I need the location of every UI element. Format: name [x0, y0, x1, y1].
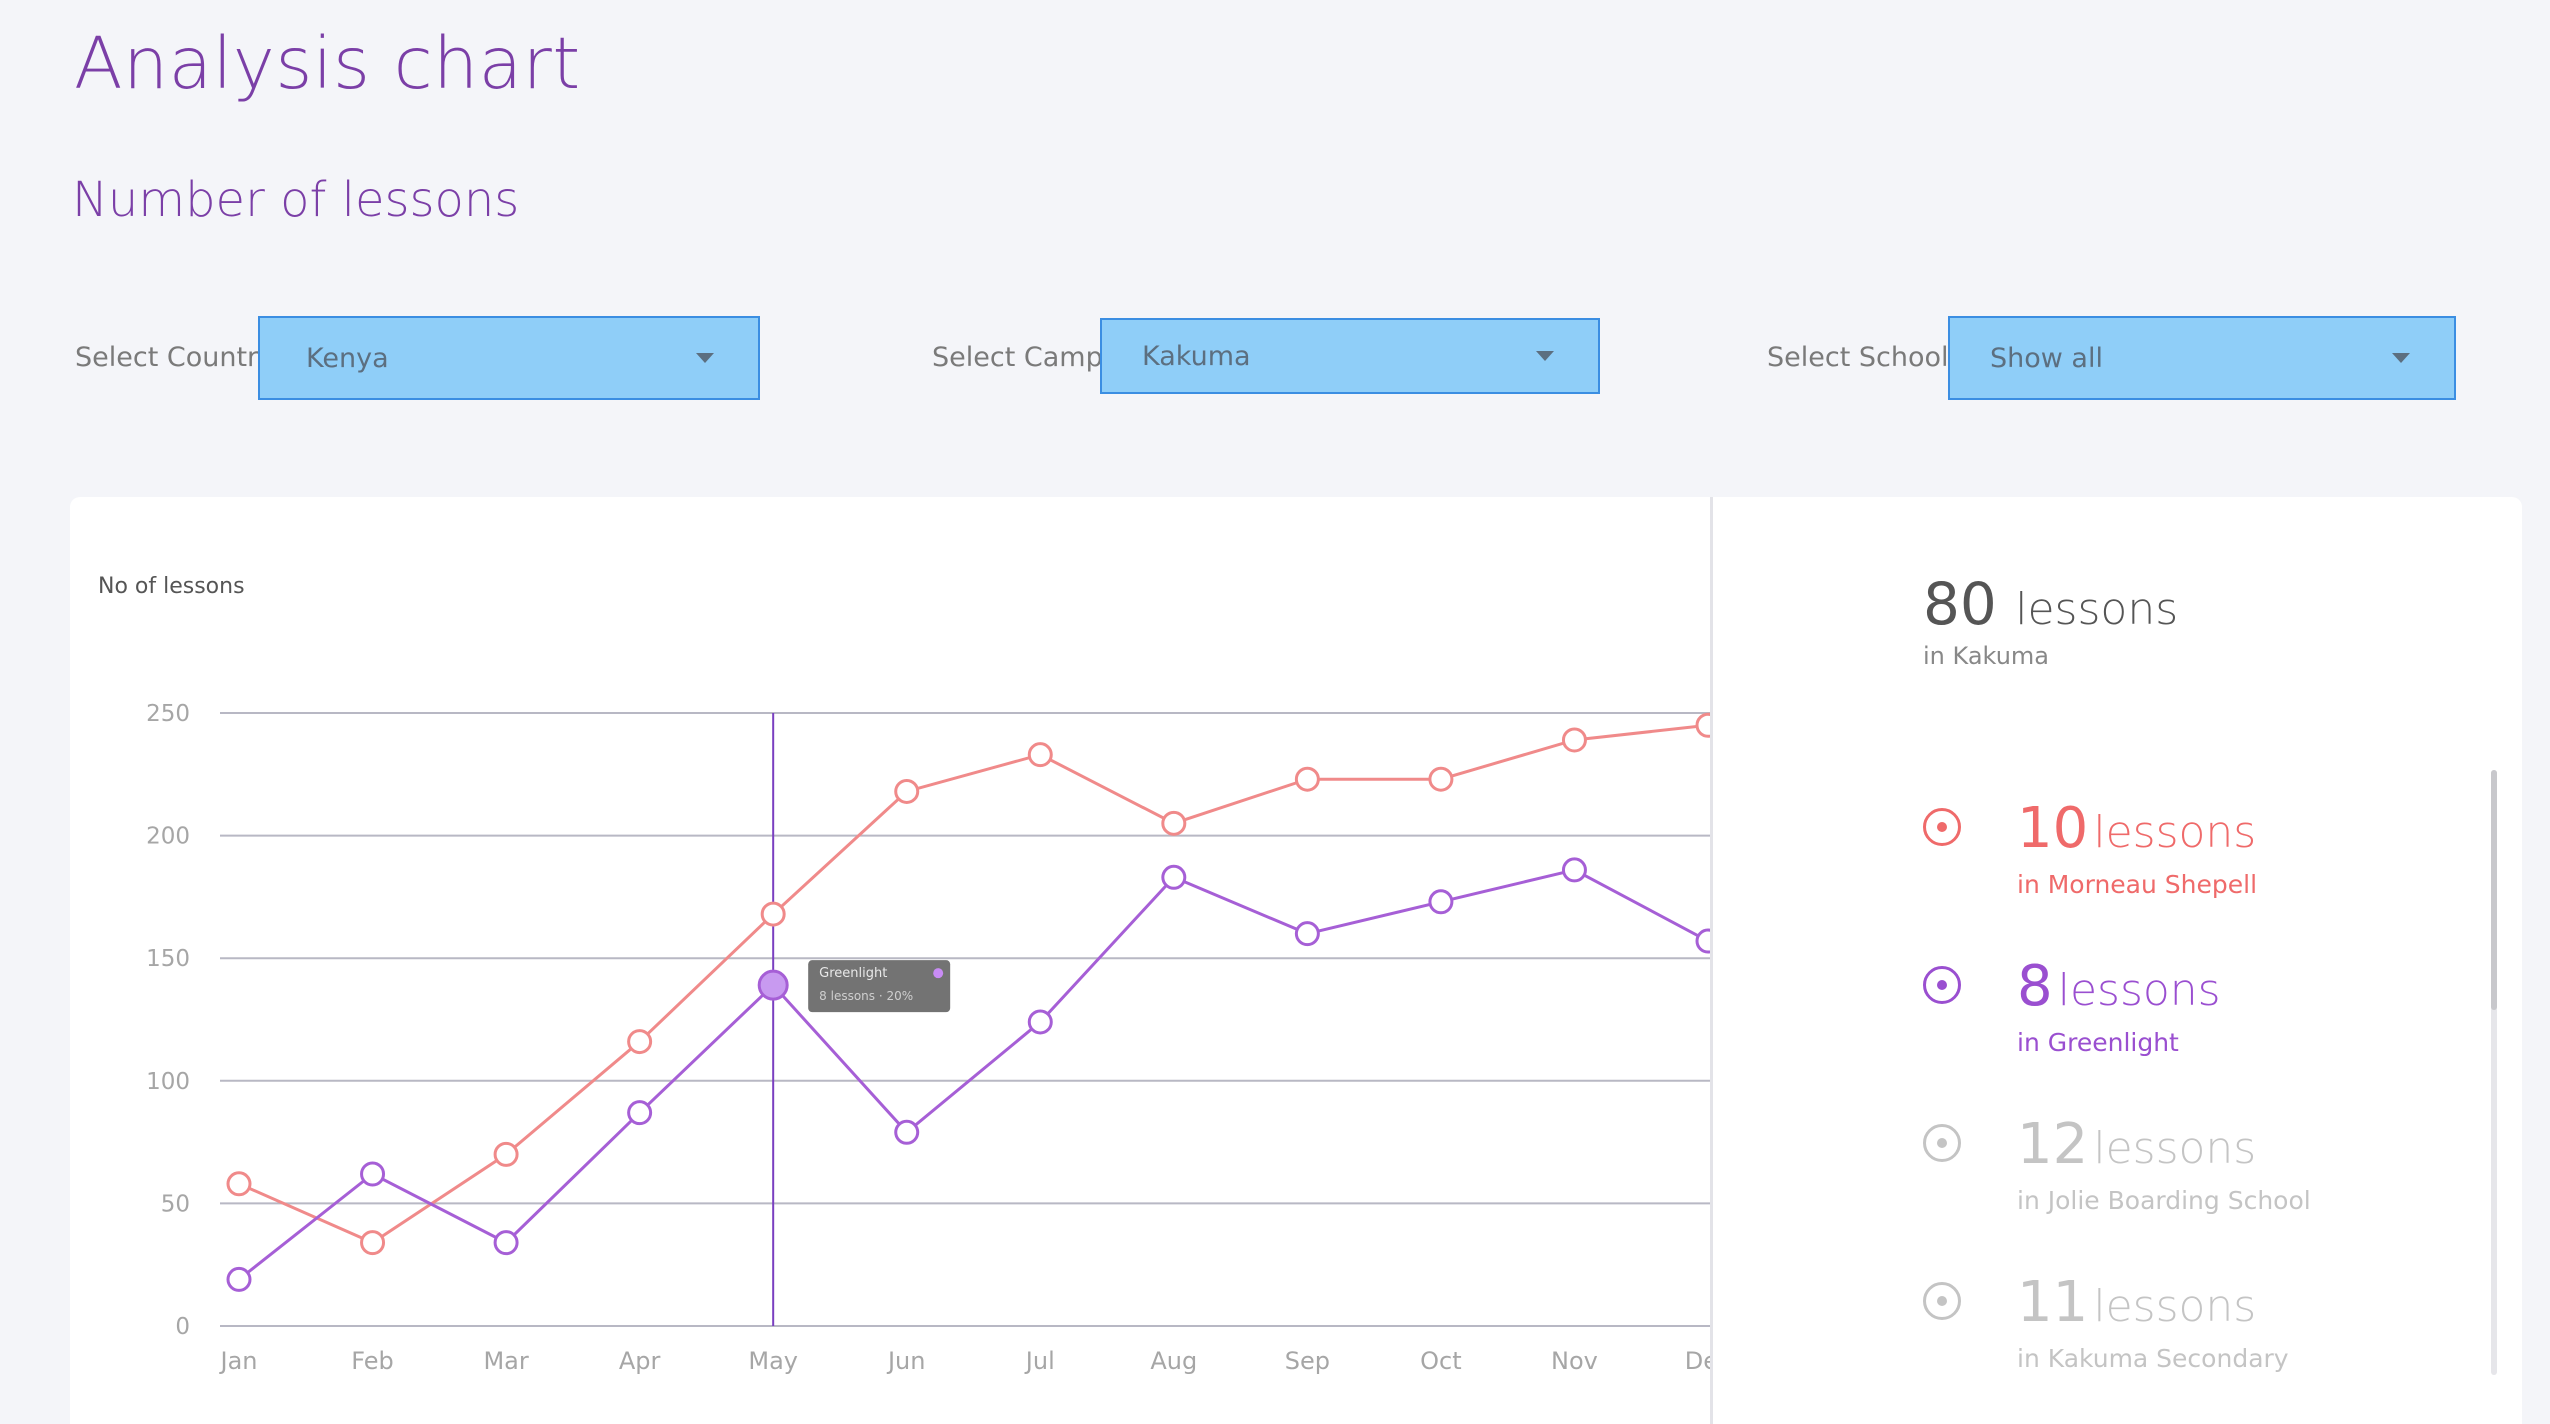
y-axis-title: No of lessons — [98, 574, 245, 599]
data-point — [1428, 766, 1454, 792]
data-point — [1294, 921, 1320, 947]
x-tick-label: Sep — [1285, 1347, 1330, 1375]
data-point — [1027, 1009, 1053, 1035]
data-point — [1161, 810, 1187, 836]
series-layer — [226, 712, 1710, 1292]
card-divider — [1710, 497, 1713, 1424]
legend-count: 8 lessons — [2017, 954, 2221, 1019]
radio-unselected-icon[interactable] — [1923, 1124, 1961, 1162]
school-label: Select School — [1767, 342, 1949, 373]
camp-select[interactable]: Kakuma — [1100, 318, 1600, 394]
legend-count: 10 lessons — [2017, 796, 2256, 861]
tooltip-series-dot — [933, 968, 944, 979]
section-title: Number of lessons — [72, 172, 520, 228]
highlighted-point — [757, 969, 789, 1001]
legend-location: in Morneau Shepell — [2017, 870, 2258, 899]
series-line — [238, 868, 1709, 1281]
radio-selected-icon[interactable] — [1923, 808, 1961, 846]
data-point — [360, 1161, 386, 1187]
legend-count: 12 lessons — [2017, 1112, 2256, 1177]
data-point — [627, 1100, 653, 1126]
data-point — [1161, 864, 1187, 890]
country-select[interactable]: Kenya — [258, 316, 760, 400]
legend-count: 11 lessons — [2017, 1270, 2256, 1335]
school-select-value: Show all — [1990, 342, 2103, 374]
tooltip-box — [808, 960, 951, 1013]
legend-count-unit: lessons — [2093, 1281, 2257, 1332]
y-tick-label: 250 — [146, 701, 190, 727]
chevron-down-icon — [2392, 353, 2410, 363]
country-label: Select Country — [75, 342, 275, 373]
data-point — [493, 1141, 519, 1167]
data-point — [1561, 857, 1587, 883]
x-tick-label: Mar — [483, 1347, 528, 1375]
y-tick-label: 50 — [161, 1191, 190, 1217]
camp-label: Select Camp — [932, 342, 1103, 373]
data-point — [1294, 766, 1320, 792]
legend-count-unit: lessons — [2093, 807, 2257, 858]
data-point — [627, 1029, 653, 1055]
grid-layer: 0 50 100 150 200 250 Jan Feb Mar Apr May Jun Jul Aug S… — [146, 701, 1710, 1375]
tooltip-text: 8 lessons · 20% — [819, 989, 913, 1003]
y-tick-label: 150 — [146, 946, 190, 972]
data-point — [226, 1266, 252, 1292]
radio-selected-icon[interactable] — [1923, 966, 1961, 1004]
data-point — [493, 1230, 519, 1256]
data-point — [1561, 727, 1587, 753]
summary-total: 80 lessons — [1923, 570, 2178, 638]
data-point — [1428, 889, 1454, 915]
legend-location: in Kakuma Secondary — [2017, 1344, 2289, 1373]
country-select-value: Kenya — [306, 342, 389, 374]
x-tick-label: Apr — [619, 1347, 661, 1375]
data-point — [1695, 928, 1710, 954]
legend-location: in Jolie Boarding School — [2017, 1186, 2311, 1215]
data-point — [1695, 712, 1710, 738]
chart-card — [70, 497, 2522, 1424]
x-tick-label: Jul — [1024, 1347, 1055, 1375]
x-tick-label: Aug — [1150, 1347, 1197, 1375]
tooltip-layer: Greenlight 8 lessons · 20% — [808, 960, 951, 1013]
legend-location: in Greenlight — [2017, 1028, 2179, 1057]
page-title: Analysis chart — [74, 22, 581, 105]
x-tick-label: Feb — [351, 1347, 394, 1375]
data-point — [1027, 742, 1053, 768]
summary-total-unit: lessons — [2015, 584, 2179, 635]
data-point — [894, 1119, 920, 1145]
legend-count-number: 11 — [2017, 1270, 2089, 1335]
x-tick-label: May — [748, 1347, 798, 1375]
legend-count-number: 12 — [2017, 1112, 2089, 1177]
x-tick-label: Jan — [219, 1347, 258, 1375]
line-chart: No of lessons 0 50 100 150 200 250 Jan Feb Mar Ap… — [98, 574, 1710, 1375]
data-point — [894, 778, 920, 804]
y-tick-label: 200 — [146, 824, 190, 850]
legend-count-unit: lessons — [2093, 1123, 2257, 1174]
series-line — [238, 723, 1709, 1245]
x-tick-label: Oct — [1420, 1347, 1462, 1375]
scrollbar-thumb[interactable] — [2491, 770, 2497, 1010]
summary-location: in Kakuma — [1923, 642, 2049, 670]
radio-unselected-icon[interactable] — [1923, 1282, 1961, 1320]
chevron-down-icon — [696, 353, 714, 363]
legend-count-number: 8 — [2017, 954, 2053, 1019]
summary-total-count: 80 — [1923, 570, 1997, 638]
tooltip-title: Greenlight — [819, 966, 887, 981]
y-tick-label: 0 — [175, 1314, 190, 1340]
camp-select-value: Kakuma — [1142, 340, 1251, 372]
summary-block: 80 lessons in Kakuma — [1923, 570, 2178, 670]
y-tick-label: 100 — [146, 1069, 190, 1095]
school-select[interactable]: Show all — [1948, 316, 2456, 400]
legend-count-number: 10 — [2017, 796, 2089, 861]
data-point — [760, 901, 786, 927]
chevron-down-icon — [1536, 351, 1554, 361]
x-tick-label: Dec — [1685, 1347, 1710, 1375]
x-tick-label: Nov — [1551, 1347, 1598, 1375]
legend-scrollbar[interactable] — [2491, 770, 2497, 1375]
x-tick-label: Jun — [886, 1347, 926, 1375]
data-point — [360, 1230, 386, 1256]
legend-count-unit: lessons — [2057, 965, 2221, 1016]
data-point — [226, 1171, 252, 1197]
